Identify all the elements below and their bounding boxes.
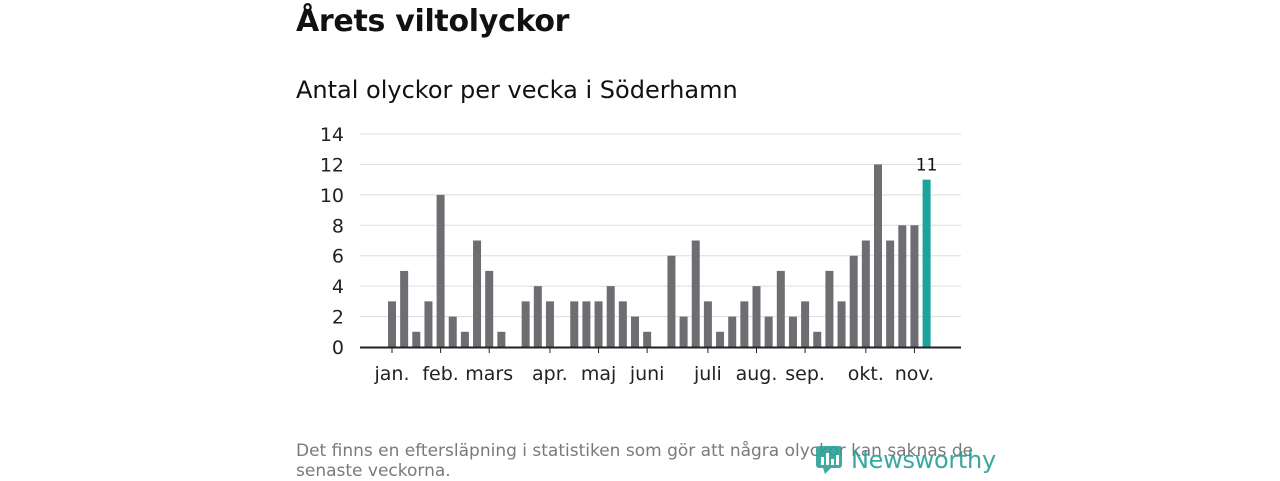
bar <box>582 301 591 347</box>
bar <box>849 255 858 347</box>
chart-subtitle: Antal olyckor per vecka i Söderhamn <box>296 76 738 104</box>
bar <box>533 286 542 347</box>
bar <box>485 270 494 347</box>
bar <box>497 331 506 347</box>
bar <box>837 301 846 347</box>
bar <box>703 301 712 347</box>
bar <box>813 331 822 347</box>
bar <box>752 286 761 347</box>
bar <box>424 301 433 347</box>
bar <box>825 270 834 347</box>
x-tick-label: mars <box>465 363 513 385</box>
x-tick-label: maj <box>581 363 616 385</box>
data-label: 11 <box>916 156 938 176</box>
bar <box>886 240 895 347</box>
bar <box>716 331 725 347</box>
y-tick-label: 6 <box>332 246 344 268</box>
bar <box>788 316 797 347</box>
bar <box>448 316 457 347</box>
bar <box>910 225 919 347</box>
x-tick-label: nov. <box>895 363 934 385</box>
x-tick-label: juni <box>629 363 665 385</box>
newsworthy-logo-icon <box>816 446 842 474</box>
bar-highlight <box>922 179 931 347</box>
bar <box>631 316 639 347</box>
bar <box>691 240 700 347</box>
bar <box>801 301 810 347</box>
y-tick-label: 14 <box>320 124 344 146</box>
bar <box>861 240 870 347</box>
bar <box>436 194 445 347</box>
bar <box>400 270 409 347</box>
x-tick-label: aug. <box>736 363 778 385</box>
x-tick-label: okt. <box>848 363 884 385</box>
brand-name: Newsworthy <box>851 446 996 474</box>
bar <box>764 316 773 347</box>
y-tick-label: 0 <box>332 337 344 359</box>
bar <box>898 225 907 347</box>
bar <box>460 331 469 347</box>
bar <box>570 301 579 347</box>
y-tick-label: 12 <box>320 154 344 176</box>
bar <box>643 331 652 347</box>
bar <box>740 301 749 347</box>
x-tick-label: feb. <box>422 363 458 385</box>
bar-chart: 0 2 4 6 8 10 12 14 11 jan. feb. mars apr. maj juni juli… <box>320 124 961 385</box>
y-tick-label: 8 <box>332 215 344 237</box>
footnote: Det finns en eftersläpning i statistiken… <box>296 441 974 481</box>
x-tick-label: sep. <box>785 363 825 385</box>
bar <box>606 286 615 347</box>
bar <box>667 255 676 347</box>
bar <box>412 331 421 347</box>
bar <box>874 164 882 347</box>
bar <box>776 270 785 347</box>
bar <box>679 316 688 347</box>
x-tick-label: juli <box>693 363 722 385</box>
x-tick-label: jan. <box>373 363 409 385</box>
x-tick-label: apr. <box>532 363 568 385</box>
bar <box>618 301 627 347</box>
bar <box>728 316 737 347</box>
y-tick-label: 10 <box>320 185 344 207</box>
bar <box>545 301 554 347</box>
chart-title: Årets viltolyckor <box>296 4 570 39</box>
y-tick-label: 2 <box>332 307 344 329</box>
y-tick-label: 4 <box>332 276 344 298</box>
bar <box>521 301 530 347</box>
bar <box>594 301 603 347</box>
bar <box>388 301 396 347</box>
bar <box>473 240 482 347</box>
brand-logo: Newsworthy <box>815 445 996 475</box>
